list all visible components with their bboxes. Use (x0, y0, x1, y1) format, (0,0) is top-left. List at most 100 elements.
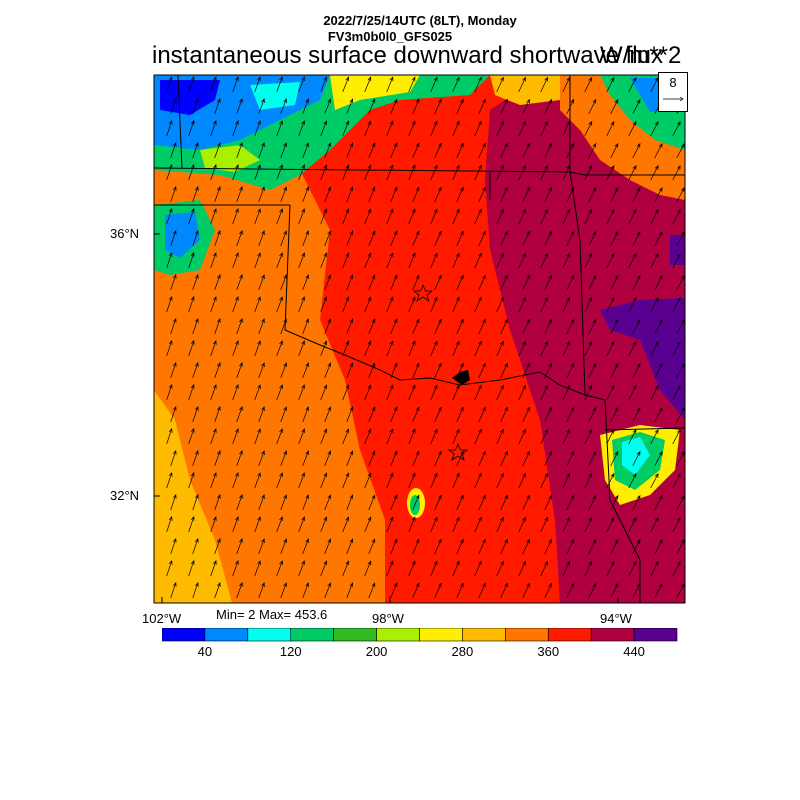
wind-arrow (364, 208, 372, 225)
wind-arrow (254, 560, 261, 577)
wind-arrow (192, 273, 199, 291)
wind-arrow (280, 538, 287, 555)
wind-arrow (210, 296, 217, 313)
colorbar-swatch (204, 628, 249, 642)
wind-arrow (188, 471, 195, 489)
wind-arrow (544, 582, 552, 599)
wind-arrow (192, 537, 199, 555)
wind-arrow (562, 516, 571, 533)
wind-arrow (276, 428, 283, 445)
wind-arrow (390, 494, 398, 511)
wind-arrow (412, 318, 420, 335)
wind-arrow (166, 515, 173, 533)
wind-arrow (474, 296, 482, 313)
wind-arrow (188, 295, 195, 313)
wind-arrow (562, 164, 571, 181)
wind-arrow (452, 560, 460, 577)
wind-arrow (280, 450, 287, 467)
wind-arrow (474, 340, 482, 357)
wind-arrow (452, 76, 460, 93)
wind-arrow (342, 252, 350, 269)
wind-arrow (192, 317, 199, 335)
wind-arrow (518, 472, 526, 489)
wind-arrow (280, 582, 287, 599)
wind-arrow (606, 252, 615, 269)
wind-arrow (188, 515, 195, 533)
wind-arrow (606, 560, 615, 577)
wind-arrow (496, 120, 504, 137)
wind-arrow (452, 208, 460, 225)
wind-arrow (368, 274, 376, 291)
wind-arrow (628, 516, 637, 533)
wind-arrow (628, 472, 637, 489)
wind-arrow (434, 362, 442, 379)
wind-arrow (210, 428, 217, 445)
wind-arrow (452, 340, 460, 357)
wind-arrow (496, 208, 504, 225)
wind-arrow (566, 318, 575, 335)
wind-arrow (324, 538, 331, 555)
wind-arrow (672, 516, 681, 533)
wind-arrow (254, 120, 261, 137)
wind-arrow (298, 164, 305, 181)
wind-arrow (188, 383, 195, 401)
wind-arrow (210, 384, 217, 401)
wind-arrow (236, 406, 243, 423)
wind-arrow (676, 187, 685, 203)
wind-arrow (588, 230, 597, 247)
wind-arrow (478, 318, 486, 335)
lon-label-98: 98°W (372, 611, 404, 626)
wind-arrow (474, 76, 482, 93)
wind-arrow (478, 538, 486, 555)
wind-arrow (232, 76, 239, 93)
wind-arrow (430, 340, 438, 357)
wind-arrow (214, 450, 221, 467)
wind-arrow (386, 208, 394, 225)
wind-arrow (500, 142, 508, 159)
wind-arrow (346, 494, 354, 511)
wind-arrow (430, 208, 438, 225)
wind-vectors (166, 75, 685, 599)
wind-arrow (298, 516, 305, 533)
wind-arrow (258, 186, 265, 203)
colorbar-tick-label: 440 (623, 644, 645, 659)
wind-arrow (456, 406, 464, 423)
wind-arrow (562, 428, 571, 445)
wind-arrow (236, 494, 243, 511)
wind-arrow (452, 384, 460, 401)
wind-arrow (672, 120, 681, 137)
wind-arrow (676, 319, 685, 335)
wind-arrow (276, 208, 283, 225)
wind-arrow (430, 516, 438, 533)
wind-arrow (254, 384, 261, 401)
wind-arrow (584, 560, 593, 577)
vector-reference-arrow (663, 96, 684, 102)
wind-arrow (430, 76, 438, 93)
wind-arrow (166, 251, 173, 269)
wind-arrow (632, 142, 641, 159)
wind-arrow (632, 494, 641, 511)
wind-arrow (254, 208, 261, 225)
wind-arrow (610, 582, 619, 599)
wind-arrow (544, 494, 552, 511)
field-orange (154, 160, 385, 603)
wind-arrow (258, 406, 265, 423)
wind-arrow (324, 318, 331, 335)
wind-arrow (540, 76, 548, 93)
wind-arrow (654, 494, 663, 511)
wind-arrow (566, 538, 575, 555)
wind-arrow (342, 472, 350, 489)
wind-arrow (166, 295, 173, 313)
wind-arrow (276, 340, 283, 357)
wind-arrow (496, 252, 504, 269)
wind-arrow (430, 120, 438, 137)
wind-arrow (478, 142, 486, 159)
wind-arrow (650, 561, 659, 577)
field-purple (600, 298, 685, 420)
wind-arrow (522, 274, 530, 291)
wind-arrow (672, 164, 681, 181)
wind-arrow (540, 428, 548, 445)
wind-arrow (254, 296, 261, 313)
wind-arrow (500, 362, 508, 379)
colorbar-swatch (462, 628, 506, 642)
